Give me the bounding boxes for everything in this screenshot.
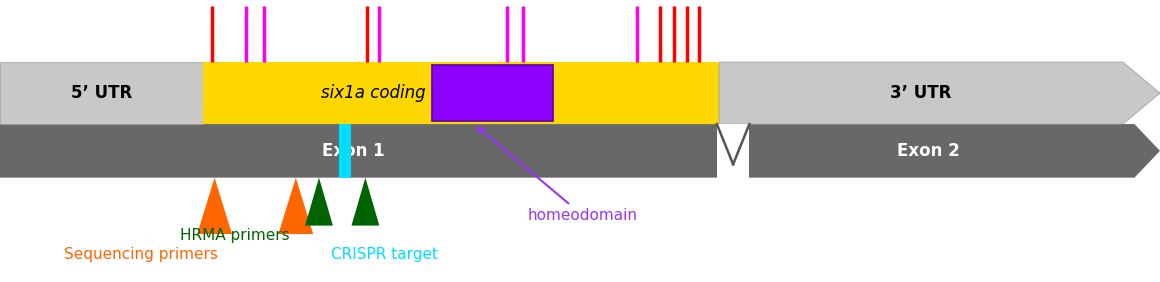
Polygon shape (0, 124, 1160, 178)
Text: 3’ UTR: 3’ UTR (891, 84, 951, 102)
Text: 5’ UTR: 5’ UTR (71, 84, 132, 102)
Polygon shape (719, 62, 1160, 124)
Text: six1a coding: six1a coding (321, 84, 426, 102)
Text: Exon 2: Exon 2 (897, 142, 959, 160)
Polygon shape (0, 62, 203, 124)
Polygon shape (203, 62, 719, 124)
Polygon shape (717, 124, 749, 178)
Polygon shape (278, 178, 313, 234)
Polygon shape (197, 178, 232, 234)
Text: CRISPR target: CRISPR target (331, 247, 437, 262)
Polygon shape (339, 124, 351, 178)
Polygon shape (305, 178, 333, 226)
Text: Exon 1: Exon 1 (322, 142, 385, 160)
Polygon shape (432, 65, 553, 121)
Polygon shape (351, 178, 379, 226)
Text: HRMA primers: HRMA primers (180, 228, 290, 243)
Text: homeodomain: homeodomain (478, 127, 638, 223)
Text: Sequencing primers: Sequencing primers (64, 247, 218, 262)
